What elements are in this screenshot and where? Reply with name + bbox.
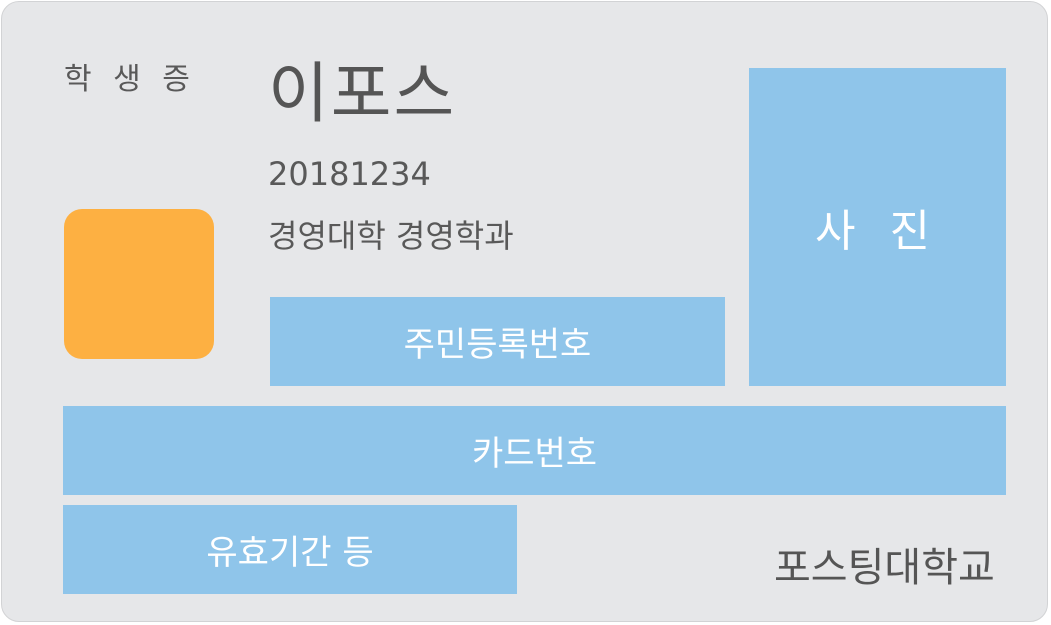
photo-placeholder: 사 진: [749, 68, 1006, 386]
card-number-field: 카드번호: [63, 406, 1006, 495]
department-label: 경영대학 경영학과: [268, 217, 514, 255]
card-type-label: 학 생 증: [64, 62, 196, 97]
resident-registration-number-field: 주민등록번호: [270, 297, 725, 386]
school-name: 포스팅대학교: [774, 545, 995, 591]
ic-chip: [64, 209, 214, 359]
student-id-number: 20181234: [268, 155, 431, 193]
student-name: 이포스: [268, 55, 457, 132]
validity-period-field: 유효기간 등: [63, 505, 517, 594]
